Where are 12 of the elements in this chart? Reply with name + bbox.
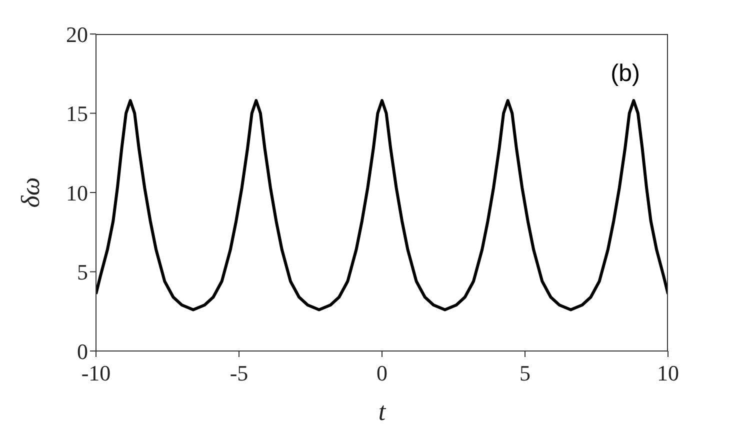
y-axis-title: δω (16, 177, 46, 208)
x-tick-label: -5 (230, 360, 248, 386)
y-tick-label: 15 (66, 101, 88, 126)
line-series (96, 99, 668, 312)
x-axis-title: t (378, 397, 386, 426)
y-tick-label: 20 (66, 22, 88, 47)
y-tick-label: 5 (77, 260, 88, 285)
annotation: (b) (610, 60, 640, 88)
x-tick-label: 0 (376, 360, 388, 386)
y-tick-label: 10 (66, 180, 88, 206)
x-tick-label: 10 (657, 360, 679, 386)
x-tick-label: 5 (520, 360, 530, 386)
